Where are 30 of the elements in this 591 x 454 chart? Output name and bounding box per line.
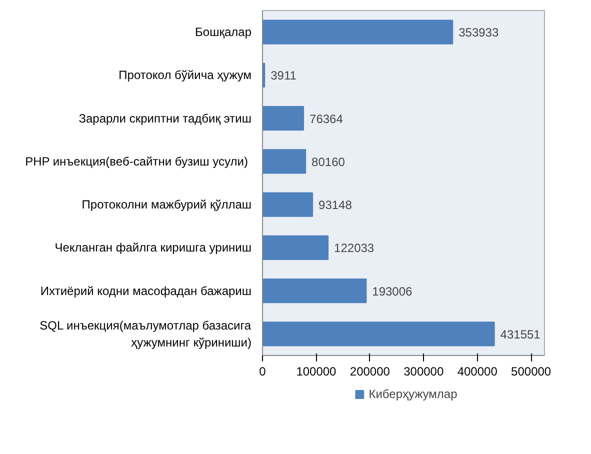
bar — [262, 20, 454, 44]
x-tick-label: 400000 — [457, 364, 498, 378]
bar — [262, 235, 329, 260]
y-tick-label: Протоколни мажбурий қўллаш — [82, 198, 252, 212]
y-tick-label: Чекланган файлга киришга уриниш — [54, 240, 252, 255]
y-tick-label: Протокол бўйича ҳужум — [118, 68, 252, 82]
legend-label: Киберҳужумлар — [368, 387, 458, 401]
y-tick-label: PHP инъекция(веб-сайтни бузиш усули) — [25, 154, 248, 168]
x-tick-label: 200000 — [350, 364, 390, 378]
data-label: 193006 — [372, 284, 413, 298]
y-tick-label: Зарарли скриптни тадбиқ этиш — [78, 111, 252, 126]
y-tick-label: SQL инъекция(маълумотлар базасига ҳужумнинг кўриниши) — [40, 318, 252, 350]
bar — [262, 106, 304, 131]
data-label: 80160 — [312, 154, 346, 169]
bar — [262, 278, 367, 304]
bar — [262, 192, 314, 217]
x-tick-label: 0 — [259, 364, 266, 378]
data-label: 3911 — [270, 68, 297, 83]
y-tick-label: Бошқалар — [195, 25, 252, 40]
data-label: 76364 — [310, 112, 344, 126]
x-tick-label: 300000 — [404, 364, 444, 378]
data-label: 93148 — [318, 198, 352, 212]
data-label: 431551 — [500, 327, 541, 342]
data-label: 353933 — [458, 26, 499, 40]
bar — [262, 322, 495, 346]
x-tick-label: 100000 — [296, 364, 337, 378]
x-tick-label: 500000 — [511, 364, 552, 378]
bar — [262, 149, 306, 174]
data-label: 122033 — [334, 241, 374, 256]
y-tick-label: Ихтиёрий кодни масофадан бажариш — [40, 284, 252, 298]
